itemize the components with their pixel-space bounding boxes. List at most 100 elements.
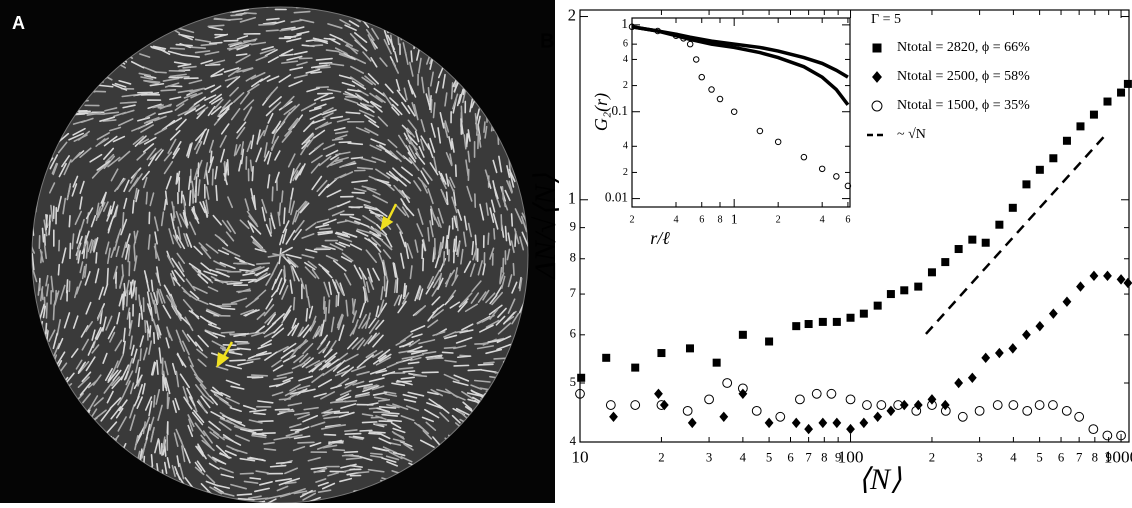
- x-tick-label: 8: [821, 450, 827, 464]
- rod: [38, 283, 39, 295]
- x-tick-label: 7: [1076, 450, 1082, 464]
- marker: [1117, 89, 1125, 97]
- rod: [333, 450, 344, 451]
- rod: [376, 424, 387, 425]
- rod: [310, 45, 323, 46]
- rod: [238, 499, 254, 500]
- rod: [468, 370, 481, 371]
- rod: [396, 381, 411, 382]
- marker: [847, 314, 855, 322]
- rod: [320, 228, 331, 229]
- rod: [422, 244, 423, 258]
- x-tick-label: 4: [1010, 450, 1017, 464]
- rod: [284, 266, 285, 277]
- rod: [472, 242, 473, 255]
- marker: [1022, 180, 1030, 188]
- rod: [279, 203, 280, 215]
- rod: [154, 396, 155, 407]
- panel-label: A: [12, 13, 25, 33]
- legend-label: Ntotal = 1500, ϕ = 35%: [897, 98, 1030, 113]
- rod: [190, 47, 205, 48]
- legend-label: ~ √N: [897, 127, 926, 142]
- rod: [212, 169, 213, 185]
- legend-label: Ntotal = 2820, ϕ = 66%: [897, 40, 1030, 55]
- rod: [346, 112, 360, 113]
- rod: [324, 302, 325, 314]
- rod: [272, 187, 273, 201]
- rod: [279, 399, 290, 400]
- rod: [228, 160, 229, 175]
- rod: [206, 65, 220, 66]
- rod: [332, 441, 343, 442]
- rod: [150, 326, 151, 337]
- rod: [161, 90, 175, 91]
- rod: [369, 432, 385, 433]
- rod: [338, 293, 339, 306]
- rod: [157, 291, 158, 303]
- marker: [873, 44, 882, 53]
- rod: [53, 304, 54, 319]
- rod: [345, 434, 360, 435]
- rod: [257, 263, 270, 264]
- rod: [452, 83, 453, 99]
- rod: [176, 45, 192, 46]
- y-tick-label: 2: [568, 5, 576, 24]
- marker: [860, 310, 868, 318]
- x-axis-label: ⟨N⟩: [858, 463, 902, 496]
- x-tick-label: 2: [629, 215, 634, 226]
- rod: [311, 72, 321, 73]
- y-axis-label: G₂(r): [591, 93, 612, 131]
- rod: [145, 321, 146, 333]
- rod: [139, 314, 140, 327]
- marker: [602, 354, 610, 362]
- marker: [887, 290, 895, 298]
- marker: [792, 322, 800, 330]
- rod: [488, 233, 489, 244]
- marker: [739, 331, 747, 339]
- x-tick-label: 4: [820, 215, 825, 226]
- rod: [284, 208, 285, 223]
- rod: [244, 13, 256, 14]
- x-tick-label: 6: [699, 215, 704, 226]
- rod: [252, 375, 268, 376]
- rod: [49, 215, 50, 225]
- rod: [280, 411, 292, 412]
- y-tick-label: 5: [570, 375, 576, 389]
- rod: [229, 349, 240, 350]
- rod: [208, 25, 223, 26]
- rod: [116, 272, 117, 283]
- panel-label: B: [540, 30, 554, 52]
- rod: [403, 371, 414, 372]
- rod: [458, 356, 470, 357]
- rod: [134, 232, 135, 243]
- marker: [982, 239, 990, 247]
- x-axis-label: r/ℓ: [650, 228, 670, 248]
- legend-label: Ntotal = 2500, ϕ = 58%: [897, 69, 1030, 84]
- rod: [133, 200, 134, 213]
- rod: [258, 421, 273, 422]
- rod: [294, 12, 309, 13]
- y-tick-label: 6: [623, 38, 628, 49]
- rod: [69, 216, 70, 227]
- y-tick-label: 2: [623, 167, 628, 178]
- rod: [512, 214, 513, 226]
- rod: [176, 173, 177, 183]
- rod: [356, 472, 368, 473]
- x-tick-label: 1: [731, 211, 738, 226]
- rod: [266, 30, 278, 31]
- marker: [686, 344, 694, 352]
- rod: [477, 125, 478, 135]
- marker: [631, 364, 639, 372]
- rod: [79, 111, 90, 112]
- rod: [344, 452, 357, 453]
- rod: [363, 422, 377, 423]
- rod: [139, 295, 140, 306]
- x-tick-label: 1000: [1104, 447, 1132, 466]
- rod: [46, 324, 47, 334]
- x-tick-label: 2: [776, 215, 781, 226]
- rod: [501, 215, 502, 230]
- rod: [325, 308, 326, 321]
- marker: [833, 318, 841, 326]
- rod: [267, 19, 279, 20]
- rod: [237, 291, 250, 292]
